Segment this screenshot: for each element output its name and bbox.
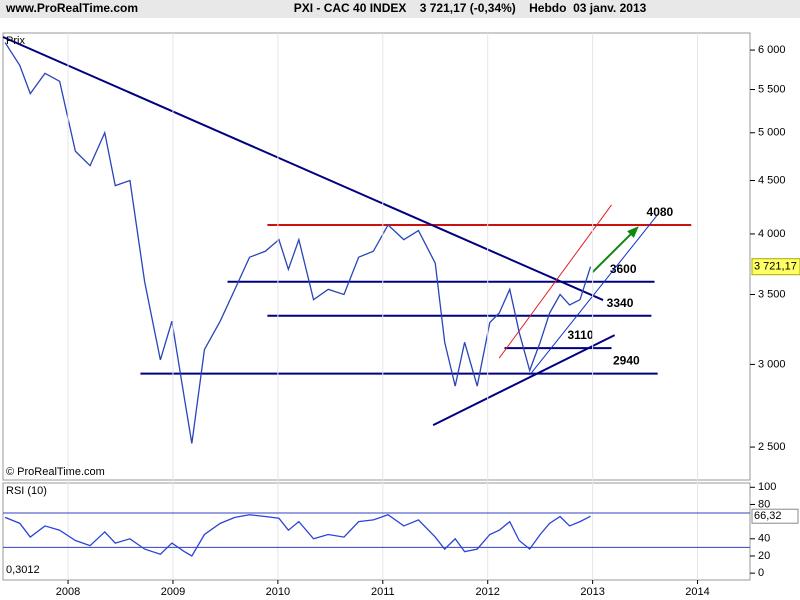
y-tick-label: 0	[758, 567, 764, 579]
y-tick-label: 20	[758, 550, 770, 562]
level-label: 3110	[567, 328, 593, 342]
y-tick-label: 5 500	[758, 83, 786, 95]
arrow	[591, 227, 638, 273]
panel-title: RSI (10)	[6, 485, 47, 497]
y-tick-label: 4 000	[758, 228, 786, 240]
x-tick-label: 2009	[161, 586, 185, 598]
y-tick-label: 40	[758, 533, 770, 545]
value-label-box	[751, 508, 799, 524]
y-tick-label: 80	[758, 498, 770, 510]
arrow-head	[627, 226, 639, 238]
x-tick-label: 2008	[56, 586, 80, 598]
credit: © ProRealTime.com	[6, 466, 105, 478]
y-tick-label: 5 000	[758, 127, 786, 139]
header-bar	[0, 0, 800, 18]
level-label: 2940	[613, 354, 640, 368]
y-tick-label: 2 500	[758, 441, 786, 453]
x-tick-label: 2011	[371, 586, 395, 598]
y-tick-label: 100	[758, 481, 776, 493]
level-label: 4080	[647, 205, 674, 219]
last-price-box	[751, 258, 800, 276]
last-price-label: 3 721,17	[754, 261, 797, 273]
value-label: 66,32	[754, 510, 782, 522]
data-line	[4, 514, 591, 557]
data-line	[4, 42, 592, 444]
site-name: www.ProRealTime.com	[5, 1, 138, 15]
trend-line	[432, 334, 616, 427]
price-panel	[2, 32, 751, 481]
trend-line	[2, 36, 604, 302]
y-tick-label: 3 000	[758, 358, 786, 370]
x-tick-label: 2013	[580, 586, 604, 598]
trend-line	[529, 215, 658, 376]
chart-title: PXI - CAC 40 INDEX 3 721,17 (-0,34%) Heb…	[294, 1, 647, 15]
x-tick-label: 2012	[475, 586, 499, 598]
footnote: 0,3012	[6, 564, 40, 576]
x-tick-label: 2010	[266, 586, 290, 598]
rsi-panel	[2, 482, 751, 581]
level-label: 3340	[607, 296, 634, 310]
y-tick-label: 4 500	[758, 174, 786, 186]
y-tick-label: 6 000	[758, 44, 786, 56]
y-label: Prix	[6, 35, 25, 47]
y-tick-label: 3 500	[758, 288, 786, 300]
x-tick-label: 2014	[685, 586, 709, 598]
